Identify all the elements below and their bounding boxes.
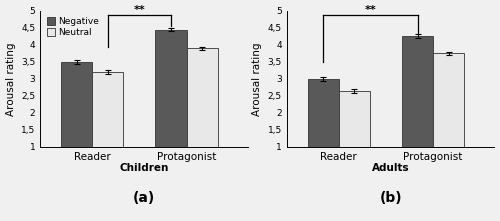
X-axis label: Adults: Adults	[372, 163, 410, 173]
Text: **: **	[364, 5, 376, 15]
Legend: Negative, Neutral: Negative, Neutral	[44, 15, 101, 39]
Bar	[402, 36, 433, 147]
Text: (b): (b)	[380, 191, 402, 205]
Bar	[186, 48, 218, 147]
Y-axis label: Arousal rating: Arousal rating	[6, 42, 16, 116]
Text: **: **	[134, 5, 145, 15]
Bar	[61, 62, 92, 147]
Bar	[338, 91, 370, 147]
Y-axis label: Arousal rating: Arousal rating	[252, 42, 262, 116]
Bar	[308, 79, 338, 147]
Bar	[433, 53, 464, 147]
Bar	[92, 72, 124, 147]
X-axis label: Children: Children	[120, 163, 169, 173]
Text: (a): (a)	[133, 191, 155, 205]
Bar	[156, 30, 186, 147]
